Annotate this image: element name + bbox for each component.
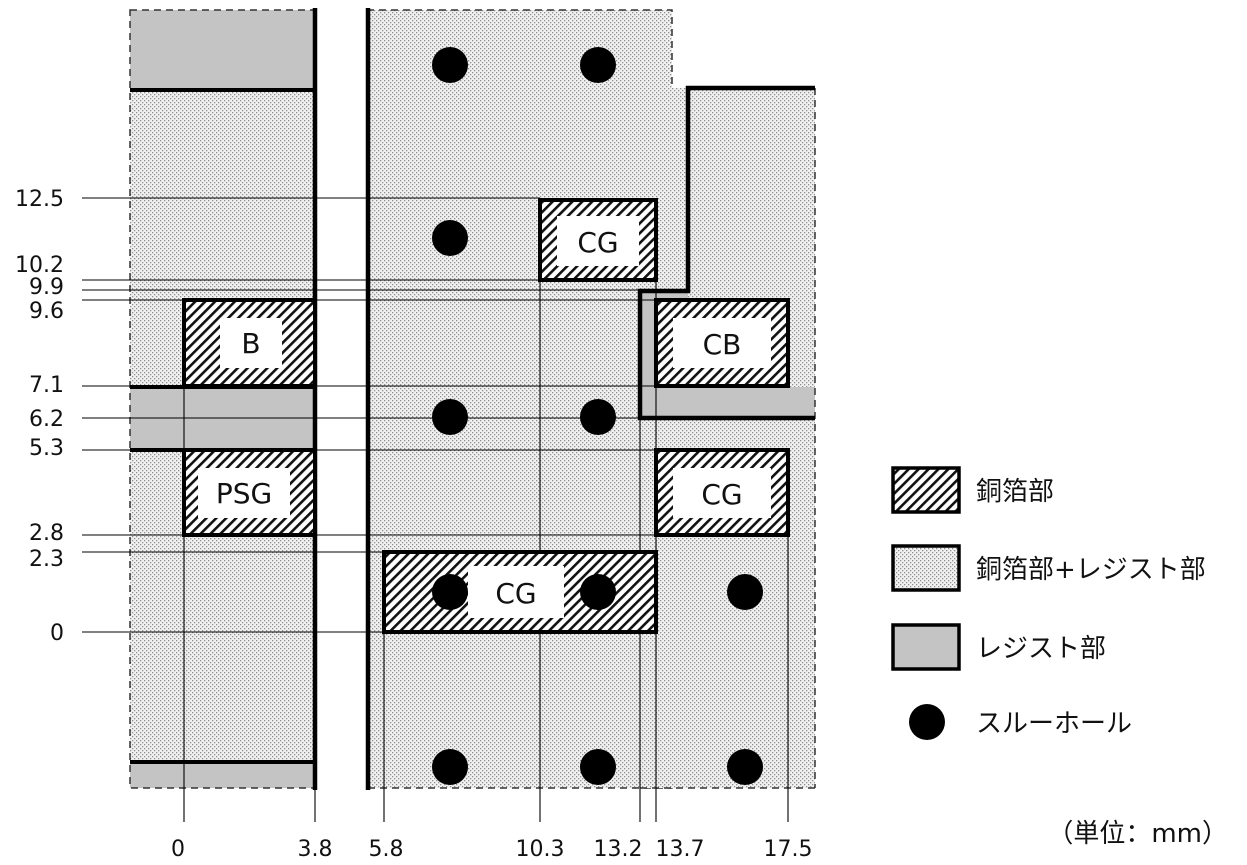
pad-b-label: B [241,327,260,360]
x-tick-label: 0 [171,837,185,862]
y-tick-label: 9.9 [29,275,64,300]
x-tick-label: 13.2 [594,837,643,862]
pad-cg-bottom-label-bg [468,566,564,618]
y-axis-labels: 12.5 10.2 9.9 9.6 7.1 6.2 5.3 2.8 2.3 0 [15,187,64,646]
left-strip-resist-bottom [130,762,315,788]
x-tick-label: 5.8 [369,837,404,862]
copper-pads: B PSG CG CB CG CG [182,198,790,634]
pad-b-label-bg [220,318,282,368]
pad-cb: CB [654,298,790,388]
legend-copper-swatch [891,466,961,514]
y-tick-label: 7.1 [29,373,64,398]
y-tick-label: 9.6 [29,299,64,324]
through-hole [580,574,616,610]
pad-cg-bottom: CG [382,550,658,634]
legend-through-hole-label: スルーホール [976,709,1132,739]
pad-psg-label: PSG [216,477,272,510]
legend-item-resist: レジスト部 [891,623,1106,671]
through-hole [580,749,616,785]
right-strip [637,85,816,789]
center-strip [365,8,673,790]
legend-item-copper: 銅箔部 [891,466,1054,514]
through-hole [432,399,468,435]
pad-cg-top-label: CG [577,226,618,259]
center-strip-dotted-area [367,10,672,788]
pad-cg-top: CG [538,198,658,282]
pad-b: B [182,298,317,388]
pad-cg-bottom-label: CG [495,577,536,610]
legend-copper-label: 銅箔部 [976,477,1054,507]
pad-cg-right-label: CG [701,478,742,511]
y-tick-label: 6.2 [29,407,64,432]
y-tick-label: 10.2 [15,253,64,278]
x-tick-label: 10.3 [516,837,565,862]
right-strip-copper-outline [637,85,815,421]
through-hole [432,749,468,785]
through-hole [580,399,616,435]
y-tick-label: 2.8 [29,521,64,546]
through-hole [580,47,616,83]
right-strip-resist-band [640,387,815,418]
x-tick-label: 17.5 [764,837,813,862]
legend-item-through-hole: スルーホール [909,704,1132,740]
pad-cg-right: CG [654,448,790,537]
y-tick-label: 12.5 [15,187,64,212]
legend-copper-resist-label: 銅箔部+レジスト部 [976,555,1206,585]
through-hole [432,47,468,83]
through-hole [727,574,763,610]
pad-cg-top-label-bg [557,216,639,266]
legend-copper-resist-swatch [891,544,961,592]
through-holes [432,47,763,785]
y-tick-label: 5.3 [29,436,64,461]
x-tick-label: 13.7 [656,837,705,862]
left-strip-resist-top [130,10,315,90]
unit-note: （単位：mm） [1047,819,1228,849]
legend-resist-label: レジスト部 [976,634,1106,664]
legend-through-hole-marker [909,704,945,740]
left-strip [129,8,318,790]
left-strip-dashed-border [129,9,316,789]
y-tick-label: 0 [50,621,64,646]
pad-psg-label-bg [198,468,290,518]
through-hole [432,220,468,256]
pad-cb-label-bg [673,318,771,368]
pad-cb-label: CB [703,328,742,361]
y-tick-label: 2.3 [29,547,64,572]
x-tick-label: 3.8 [298,837,333,862]
through-hole [432,574,468,610]
legend-item-copper-resist: 銅箔部+レジスト部 [891,544,1206,592]
pad-psg: PSG [182,448,317,537]
pad-cg-right-label-bg [673,468,771,518]
legend-resist-swatch [891,623,961,671]
x-axis-labels: 0 3.8 5.8 10.3 13.2 13.7 17.5 [171,837,812,862]
through-hole [727,749,763,785]
right-strip-dotted-area [640,88,815,788]
legend: 銅箔部 銅箔部+レジスト部 レジスト部 スルーホール [891,466,1206,740]
